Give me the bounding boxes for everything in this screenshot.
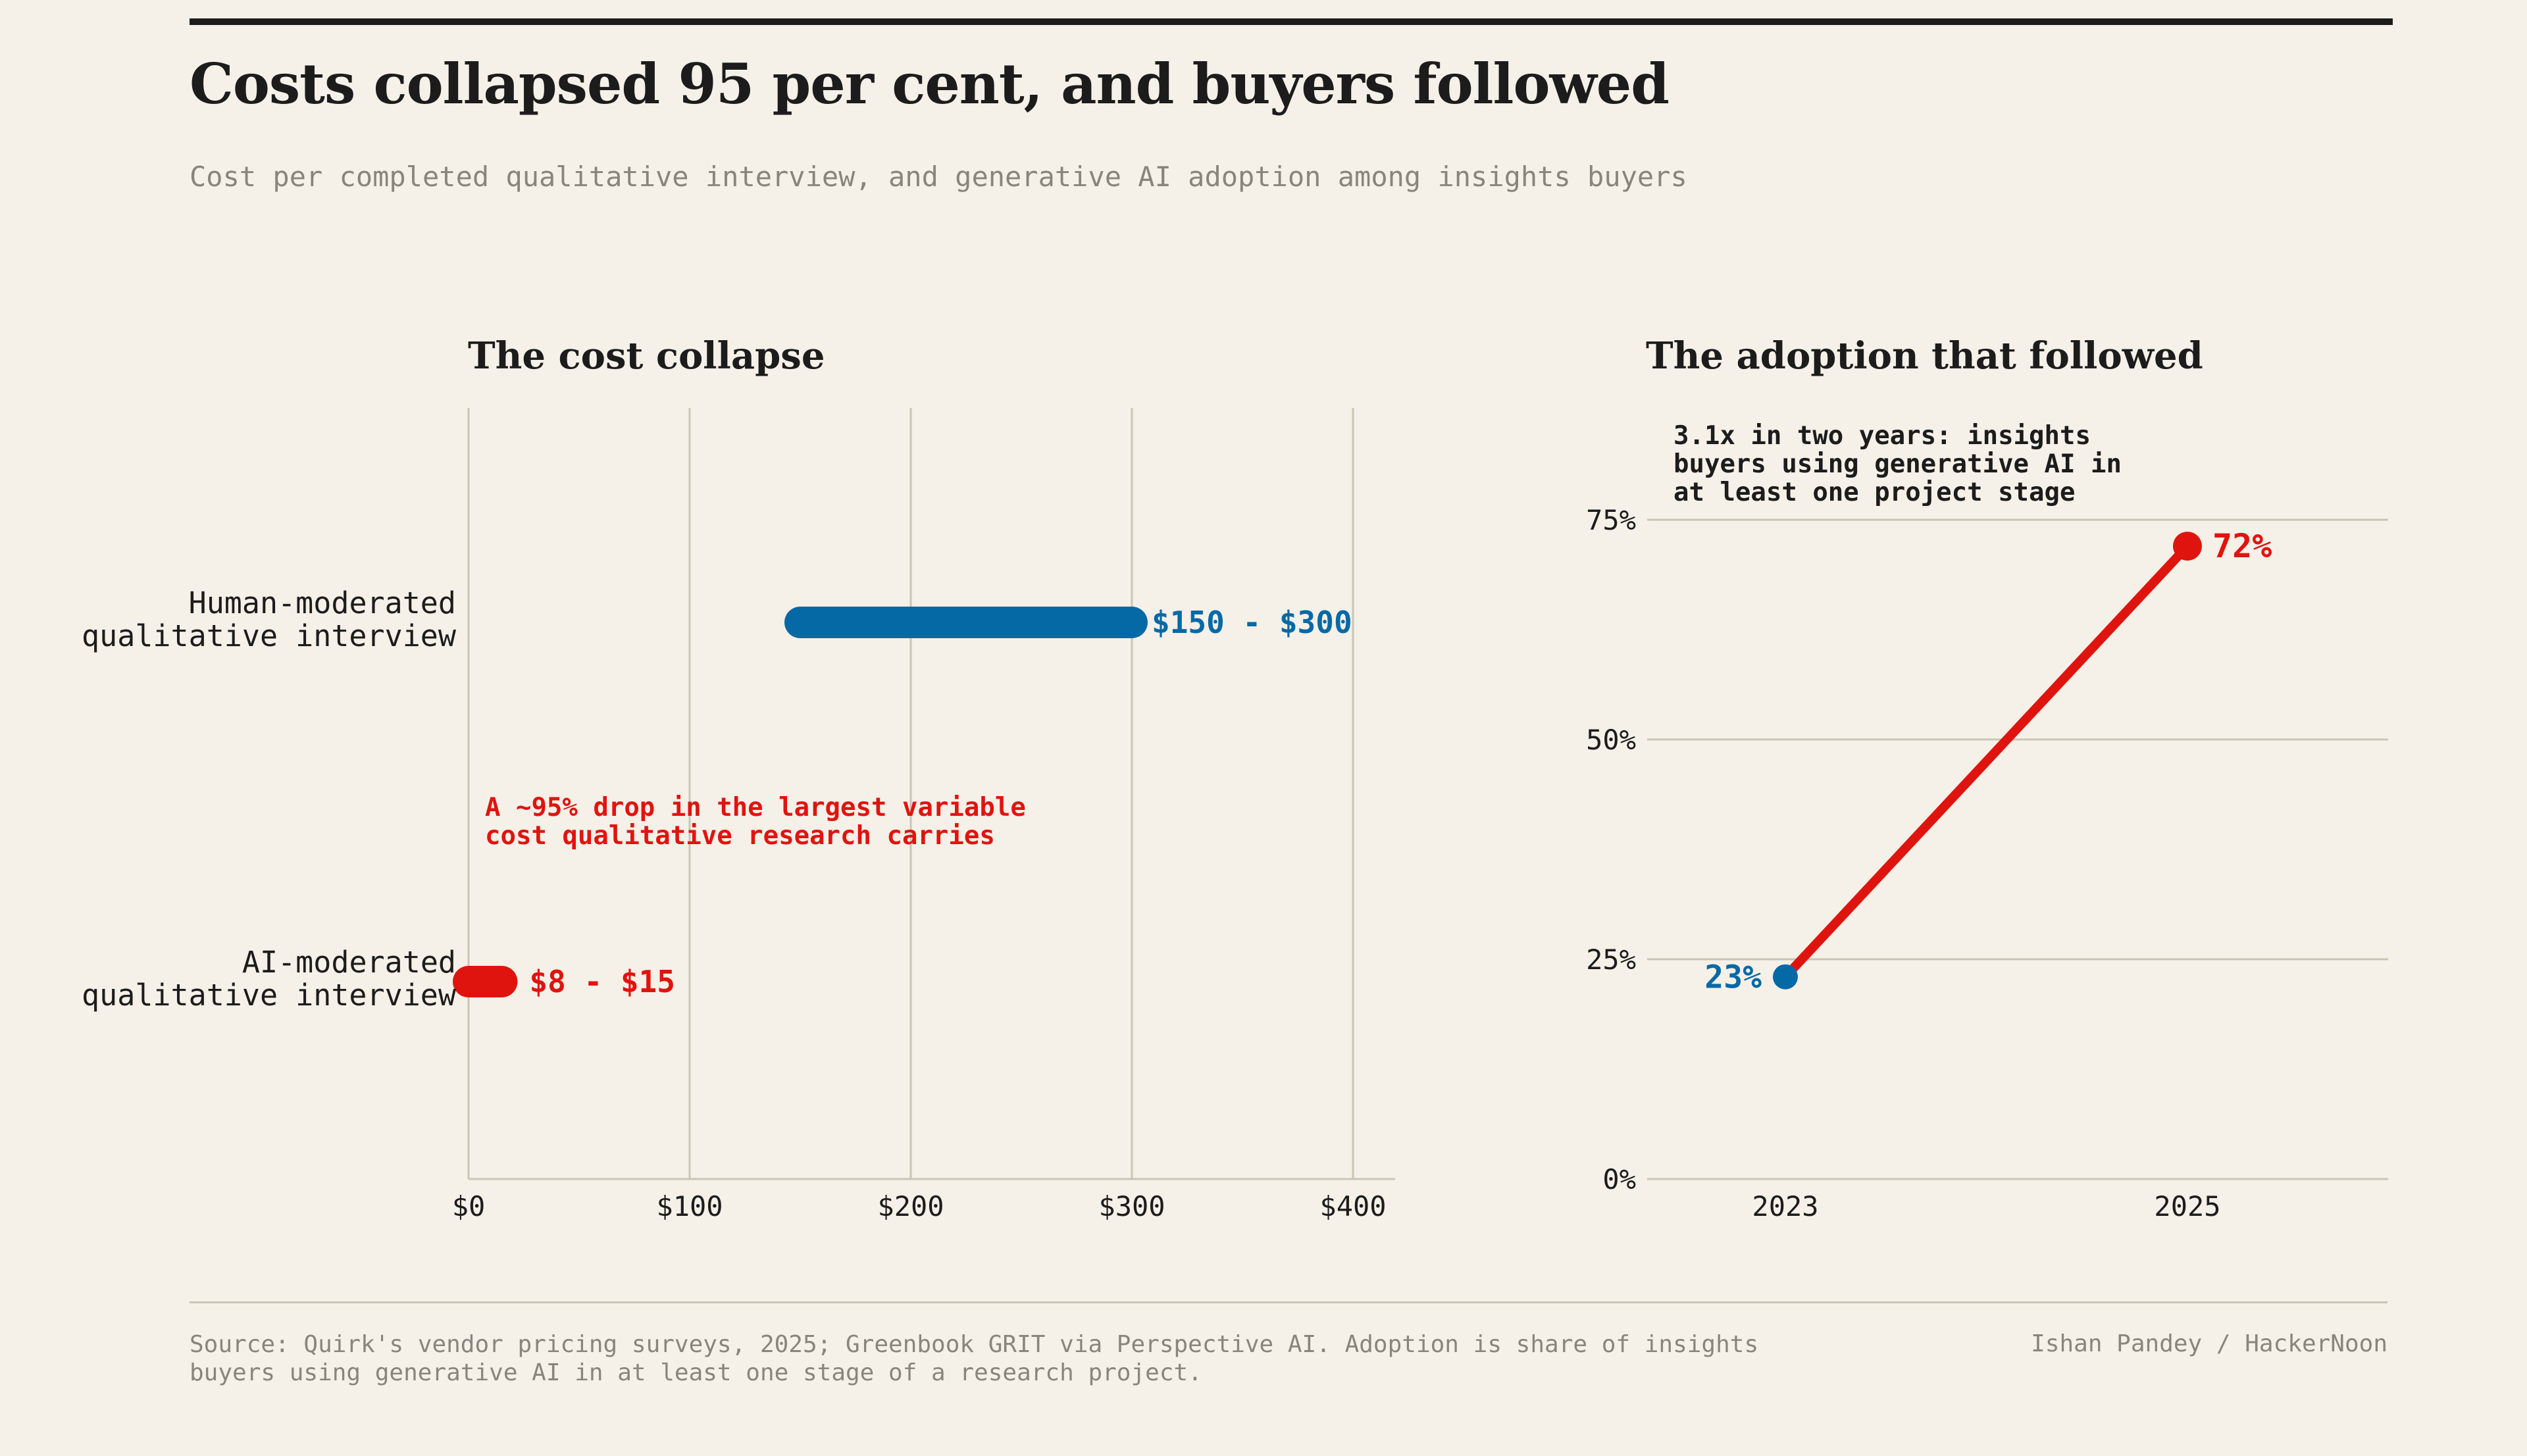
x-tick-label: $200 — [877, 1190, 944, 1222]
data-point — [1773, 964, 1798, 990]
top-rule — [190, 18, 2393, 25]
y-tick-label: 0% — [1602, 1163, 1636, 1195]
adoption-annotation: at least one project stage — [1673, 478, 2075, 507]
page-title: Costs collapsed 95 per cent, and buyers … — [190, 51, 1670, 116]
drop-annotation: cost qualitative research carries — [485, 821, 995, 851]
row-label: AI-moderated — [242, 945, 456, 980]
data-point — [2173, 532, 2202, 561]
y-tick-label: 75% — [1586, 504, 1636, 536]
adoption-line — [1781, 541, 2192, 982]
drop-annotation: A ~95% drop in the largest variable — [485, 793, 1026, 822]
point-label: 23% — [1704, 959, 1762, 996]
x-tick-label: 2025 — [2154, 1190, 2220, 1222]
x-tick-label: 2023 — [1752, 1190, 1818, 1222]
adoption-annotation: 3.1x in two years: insights — [1673, 421, 2091, 451]
x-tick-label: $400 — [1319, 1190, 1386, 1222]
row-label: qualitative interview — [82, 618, 457, 653]
y-tick-label: 25% — [1586, 943, 1636, 976]
range-value-label: $8 - $15 — [529, 964, 675, 999]
y-tick-label: 50% — [1586, 724, 1636, 756]
adoption-annotation: buyers using generative AI in — [1673, 449, 2122, 479]
row-label: Human-moderated — [189, 586, 456, 620]
point-label: 72% — [2212, 527, 2272, 565]
cost-chart-title: The cost collapse — [468, 334, 825, 378]
credit: Ishan Pandey / HackerNoon — [2031, 1330, 2387, 1357]
adoption-chart-title: The adoption that followed — [1646, 334, 2203, 378]
x-tick-label: $300 — [1098, 1190, 1165, 1222]
range-value-label: $150 - $300 — [1152, 605, 1352, 640]
row-label: qualitative interview — [82, 978, 457, 1013]
x-tick-label: $0 — [452, 1190, 486, 1222]
x-tick-label: $100 — [656, 1190, 723, 1222]
bottom-rule — [190, 1301, 2387, 1303]
source-note: Source: Quirk's vendor pricing surveys, … — [190, 1331, 1759, 1386]
page-subtitle: Cost per completed qualitative interview… — [190, 161, 1687, 193]
